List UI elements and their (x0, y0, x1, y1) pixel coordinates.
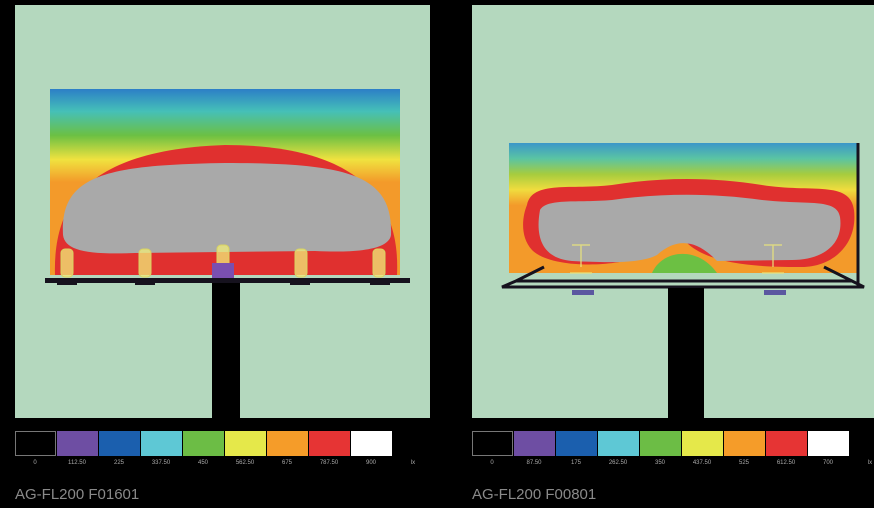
legend-tick-label: 0 (490, 460, 494, 466)
legend-tick-label: 337.50 (151, 460, 171, 466)
legend-tick-label: 562.50 (235, 460, 255, 466)
legend-swatch (141, 431, 182, 456)
catwalk (501, 279, 865, 289)
legend-tick-label: 700 (822, 460, 834, 466)
legend-tick-label: lx (410, 460, 416, 466)
legend-swatch (309, 431, 350, 456)
legend-swatch (766, 431, 807, 456)
billboard-illuminance-diagram (45, 89, 410, 418)
panel-caption: AG-FL200 F01601 (15, 486, 140, 503)
legend-swatch (598, 431, 639, 456)
legend-swatch (514, 431, 555, 456)
legend-tick-label: 525 (738, 460, 750, 466)
legend-tick-label: 437.50 (692, 460, 712, 466)
legend-swatch (556, 431, 597, 456)
support-pole (668, 288, 704, 418)
floodlight-fixtures (570, 244, 784, 274)
legend-tick-label: 612.50 (776, 460, 796, 466)
legend-tick-label: 225 (113, 460, 125, 466)
legend-swatch (183, 431, 224, 456)
legend-swatch (15, 431, 56, 456)
legend-swatch (225, 431, 266, 456)
legend-swatch (267, 431, 308, 456)
panel-caption: AG-FL200 F00801 (472, 486, 597, 503)
legend-tick-label: lx (867, 460, 873, 466)
legend-tick-label: 87.50 (526, 460, 542, 466)
legend-swatch (99, 431, 140, 456)
legend-tick-label: 675 (281, 460, 293, 466)
illuminance-peak-area (62, 163, 392, 254)
legend-swatch (808, 431, 849, 456)
legend-swatch (640, 431, 681, 456)
legend-tick-label: 787.50 (319, 460, 339, 466)
legend-tick-label: 0 (33, 460, 37, 466)
billboard-render-left (15, 5, 430, 418)
catwalk (45, 278, 410, 283)
support-pole (212, 283, 240, 418)
simulation-panel-left: 0 112.50 225 337.50 450 562.50 675 787.50 900 lx … (15, 5, 430, 503)
legend-tick-label: 262.50 (608, 460, 628, 466)
legend-swatch (472, 431, 513, 456)
legend-tick-label: 450 (197, 460, 209, 466)
legend-swatch (57, 431, 98, 456)
billboard-illuminance-diagram (501, 143, 865, 418)
illuminance-low-dip (652, 253, 717, 273)
billboard-render-right (472, 5, 874, 418)
legend-swatch (351, 431, 392, 456)
legend-tick-label: 900 (365, 460, 377, 466)
legend-swatch (682, 431, 723, 456)
legend-tick-label: 112.50 (68, 460, 86, 466)
simulation-panel-right: 0 87.50 175 262.50 350 437.50 525 612.50 700 lx A… (460, 0, 874, 508)
legend-swatch (724, 431, 765, 456)
legend-tick-label: 175 (570, 460, 582, 466)
legend-tick-label: 350 (654, 460, 666, 466)
